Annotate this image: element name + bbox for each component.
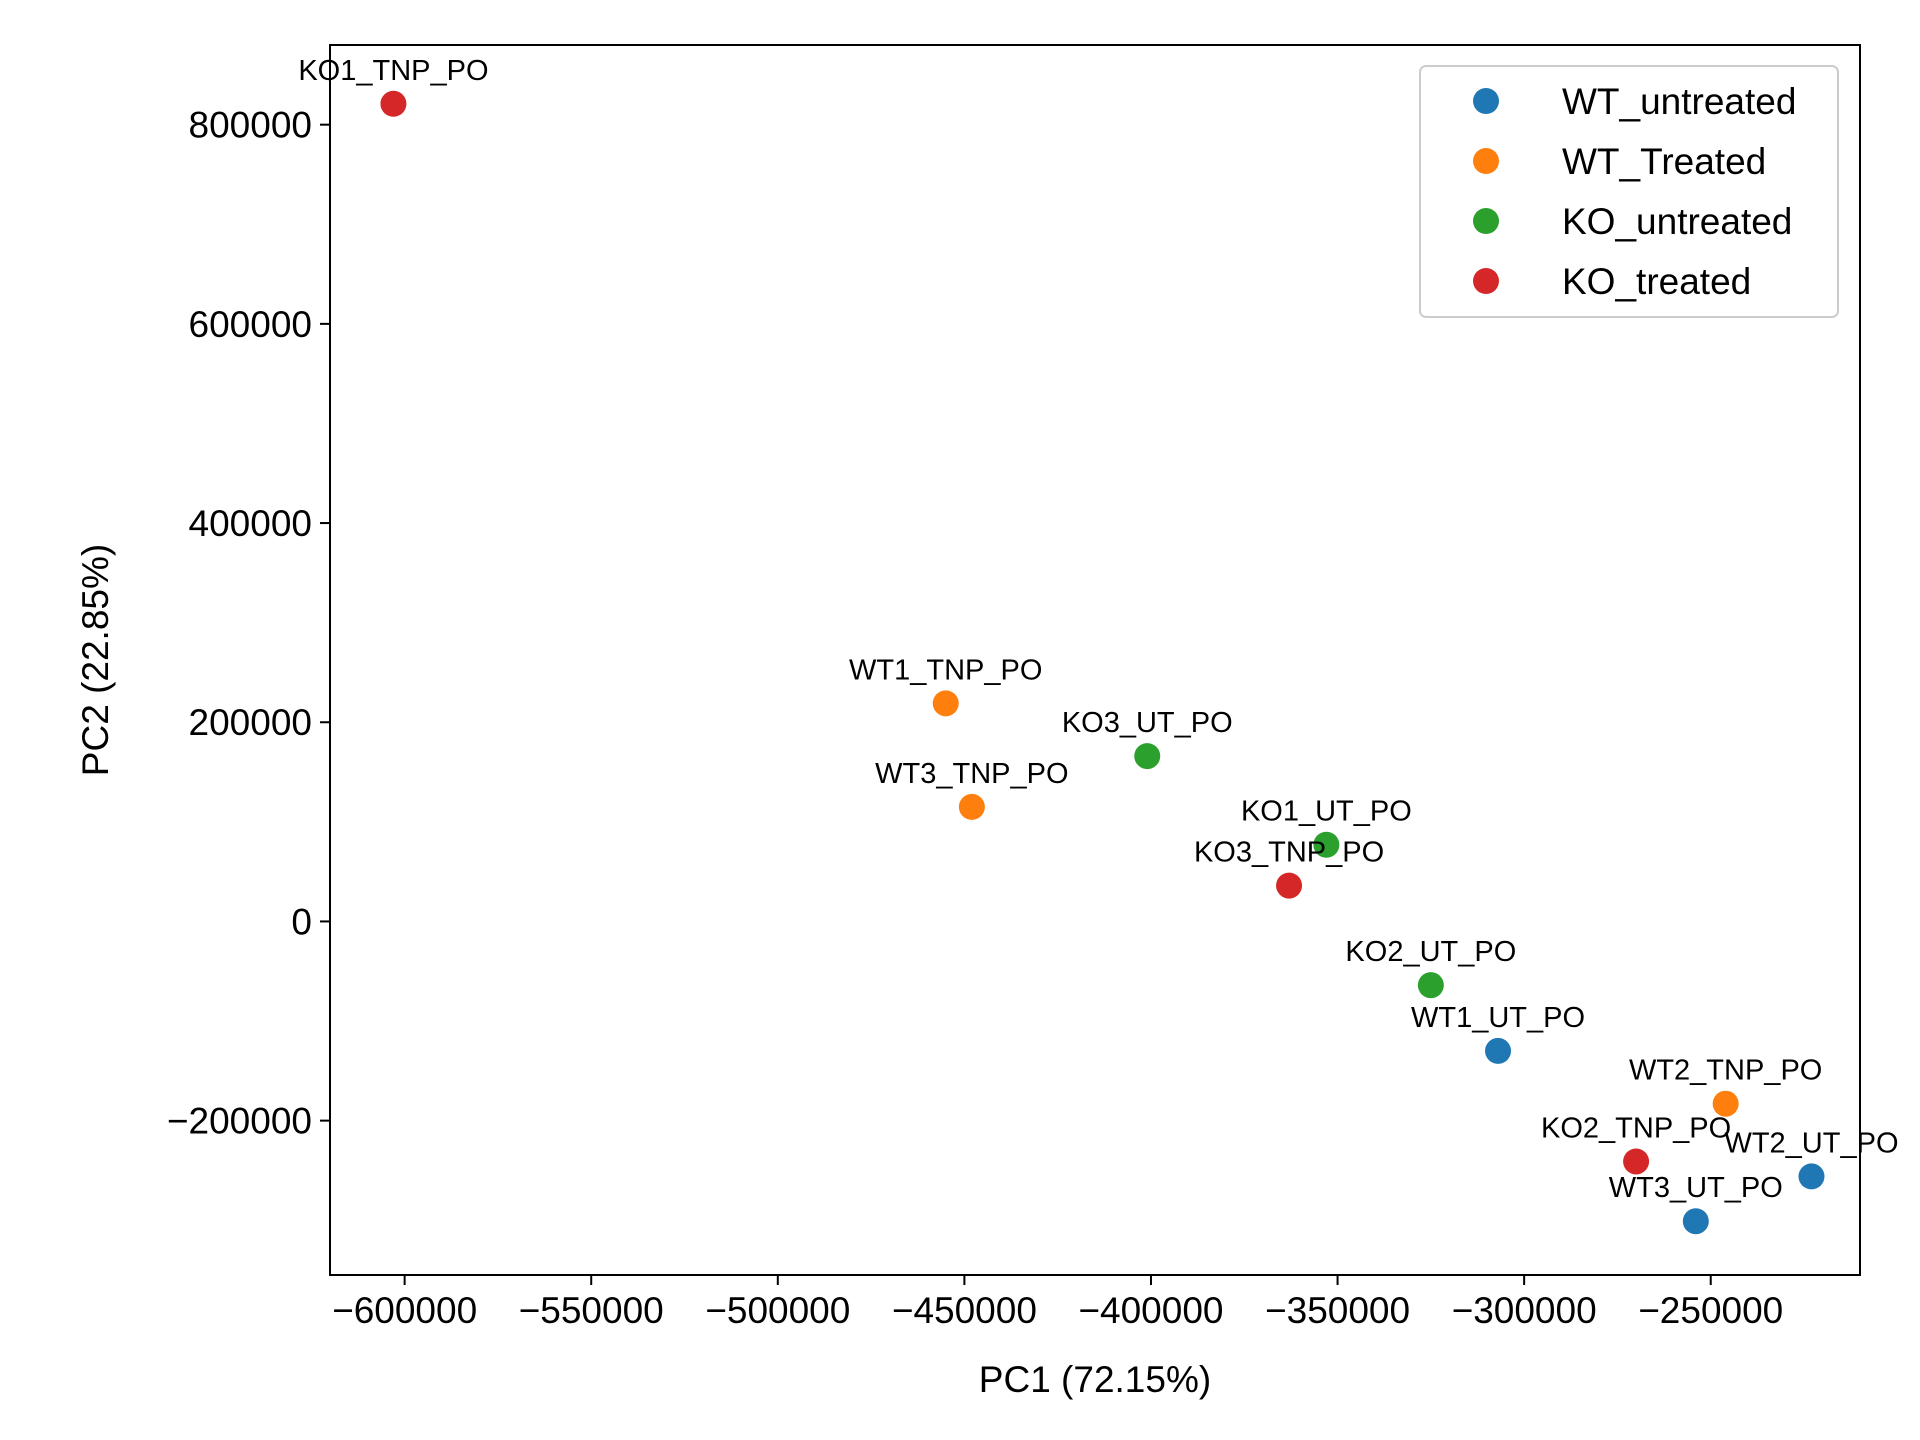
point-label: KO1_TNP_PO [298, 55, 488, 87]
point-label: KO3_TNP_PO [1194, 837, 1384, 869]
data-point [1682, 1208, 1709, 1235]
point-label: WT2_TNP_PO [1629, 1055, 1822, 1087]
legend-marker [1473, 268, 1499, 294]
x-tick-label: −500000 [705, 1290, 850, 1331]
x-tick-label: −250000 [1638, 1290, 1783, 1331]
legend-label: WT_Treated [1562, 141, 1766, 182]
point-label: WT3_TNP_PO [875, 758, 1068, 790]
legend-marker [1473, 148, 1499, 174]
data-point [380, 90, 407, 117]
y-tick-label: 800000 [189, 105, 312, 146]
data-point [1276, 872, 1303, 899]
legend-frame [1419, 65, 1839, 318]
legend-label: WT_untreated [1562, 81, 1796, 122]
point-label: WT1_UT_PO [1411, 1002, 1585, 1034]
point-label: WT3_UT_PO [1609, 1172, 1783, 1204]
x-tick-label: −550000 [519, 1290, 664, 1331]
point-label: KO1_UT_PO [1241, 796, 1412, 828]
points-layer [380, 90, 1825, 1235]
legend-marker [1473, 208, 1499, 234]
point-label: KO2_TNP_PO [1541, 1112, 1731, 1144]
legend-label: KO_untreated [1562, 201, 1792, 242]
point-label: WT2_UT_PO [1724, 1127, 1898, 1159]
data-point [1134, 743, 1161, 770]
y-tick-label: −200000 [167, 1101, 312, 1142]
x-tick-label: −300000 [1452, 1290, 1597, 1331]
data-point [1798, 1163, 1825, 1190]
y-axis: −200000 0 200000 400000 600000 800000 [167, 105, 330, 1142]
data-point [1313, 831, 1340, 858]
point-label: KO2_UT_PO [1345, 936, 1516, 968]
data-point [1485, 1037, 1512, 1064]
data-point [1712, 1090, 1739, 1117]
x-tick-label: −350000 [1265, 1290, 1410, 1331]
point-label: KO3_UT_PO [1062, 707, 1233, 739]
x-tick-label: −600000 [332, 1290, 477, 1331]
y-tick-label: 600000 [189, 304, 312, 345]
x-axis-title: PC1 (72.15%) [979, 1359, 1211, 1400]
plot-frame [329, 44, 1861, 1276]
data-point [958, 793, 985, 820]
y-tick-label: 200000 [189, 702, 312, 743]
x-tick-label: −400000 [1078, 1290, 1223, 1331]
legend-marker [1473, 88, 1499, 114]
x-tick-label: −450000 [892, 1290, 1037, 1331]
legend-label: KO_treated [1562, 261, 1751, 302]
point-labels-layer: WT1_UT_PO WT2_UT_PO WT3_UT_PO WT1_TNP_PO WT2… [298, 55, 1898, 1204]
data-point [932, 690, 959, 717]
legend: WT_untreated WT_Treated KO_untreated KO_tre… [1419, 65, 1839, 318]
data-point [1623, 1148, 1650, 1175]
y-axis-title: PC2 (22.85%) [75, 544, 116, 776]
x-axis: −600000 −550000 −500000 −450000 −400000 −3500… [332, 1275, 1783, 1331]
y-tick-label: 400000 [189, 503, 312, 544]
point-label: WT1_TNP_PO [849, 654, 1042, 686]
data-point [1417, 972, 1444, 999]
y-tick-label: 0 [291, 901, 312, 942]
